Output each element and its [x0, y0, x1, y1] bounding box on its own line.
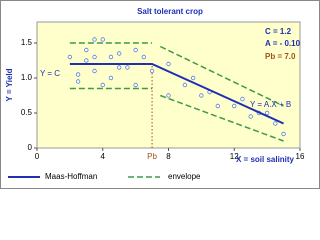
x-tick-label: 4 [101, 152, 106, 161]
annotation: Pb = 7.0 [265, 52, 296, 61]
x-tick-label: 0 [35, 152, 40, 161]
data-point [240, 96, 245, 102]
annotation: C = 1.2 [265, 27, 292, 36]
data-point [108, 54, 114, 60]
data-point [125, 65, 130, 70]
envelope-line [159, 45, 284, 107]
data-point [92, 68, 97, 74]
annotation: Y = A.X + B [250, 100, 291, 109]
data-point [67, 54, 73, 60]
data-point [116, 51, 122, 56]
line-series [69, 63, 284, 125]
legend-label: envelope [168, 172, 201, 181]
y-tick-label: 0.5 [21, 108, 33, 117]
x-tick-label: 8 [166, 152, 171, 161]
data-point [116, 65, 122, 70]
plot-area [36, 21, 301, 149]
data-point [149, 68, 155, 74]
data-point [100, 37, 105, 42]
data-point [281, 131, 286, 137]
annotation: Pb [147, 152, 157, 161]
data-point [108, 75, 114, 81]
data-point [166, 93, 171, 98]
x-tick-label: 12 [230, 152, 239, 161]
annotation: A = - 0.10 [265, 39, 301, 48]
data-point [141, 54, 147, 60]
y-tick-label: 0 [28, 143, 33, 152]
x-axis-label: X = soil salinity [236, 155, 295, 164]
data-point [92, 37, 97, 42]
data-point [75, 72, 81, 77]
data-point [84, 47, 89, 53]
data-point [133, 82, 138, 88]
data-point [182, 82, 188, 88]
legend-label: Maas-Hoffman [45, 172, 97, 181]
y-tick-label: 1.5 [21, 38, 33, 47]
chart: Salt tolerant crop X = soil salinity Y =… [0, 0, 320, 189]
annotation: Y = C [40, 69, 60, 78]
x-tick-label: 16 [296, 152, 305, 161]
data-point [199, 93, 204, 98]
data-point [166, 61, 171, 67]
data-point [92, 54, 97, 60]
data-point [100, 82, 105, 88]
data-point [84, 58, 89, 63]
data-point [273, 121, 278, 126]
data-point [133, 47, 138, 53]
data-point [232, 103, 237, 109]
chart-title: Salt tolerant crop [137, 7, 203, 16]
data-point [75, 79, 81, 84]
envelope-line [160, 94, 284, 142]
y-tick-label: 1.0 [21, 73, 33, 82]
data-point [190, 75, 196, 81]
y-axis-label: Y = Yield [5, 68, 14, 101]
data-point [248, 114, 253, 119]
data-point [215, 103, 221, 109]
data-point [264, 110, 270, 116]
